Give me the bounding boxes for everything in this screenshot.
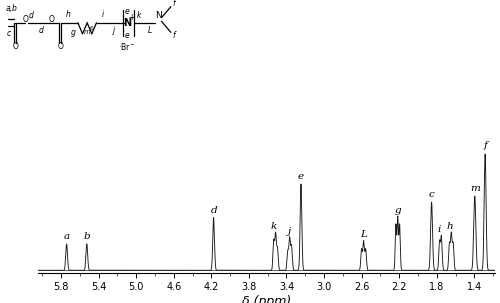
X-axis label: δ (ppm): δ (ppm) [242, 295, 291, 303]
Text: j: j [112, 26, 114, 35]
Text: i: i [438, 225, 442, 234]
Text: d: d [38, 26, 43, 35]
Text: i: i [102, 9, 103, 18]
Text: c: c [428, 190, 434, 199]
Text: N: N [155, 11, 162, 20]
Text: L: L [360, 230, 367, 238]
Text: f: f [483, 142, 487, 151]
Text: g: g [394, 206, 401, 215]
Text: d: d [210, 206, 217, 215]
Text: O: O [22, 15, 28, 24]
Text: e: e [125, 32, 130, 41]
Text: m: m [84, 29, 90, 35]
Text: 6: 6 [89, 26, 93, 31]
Text: b: b [84, 232, 90, 241]
Text: e: e [298, 172, 304, 181]
Text: j: j [288, 227, 292, 235]
Text: c: c [6, 29, 11, 38]
Text: m: m [470, 184, 480, 193]
Text: g: g [71, 28, 76, 37]
Text: N: N [124, 18, 132, 28]
Text: f: f [172, 32, 176, 41]
Text: +: + [128, 13, 134, 22]
Text: a: a [64, 232, 70, 241]
Text: h: h [66, 9, 71, 18]
Text: O: O [48, 15, 54, 24]
Text: k: k [136, 11, 141, 20]
Text: L: L [148, 26, 152, 35]
Text: ·Br$^-$: ·Br$^-$ [118, 42, 136, 52]
Text: e: e [125, 7, 130, 16]
Text: h: h [446, 222, 453, 231]
Text: k: k [270, 222, 277, 231]
Text: O: O [57, 42, 63, 52]
Text: d: d [29, 11, 34, 20]
Text: a,b: a,b [6, 4, 17, 13]
Text: f: f [172, 0, 176, 8]
Text: O: O [12, 42, 18, 52]
